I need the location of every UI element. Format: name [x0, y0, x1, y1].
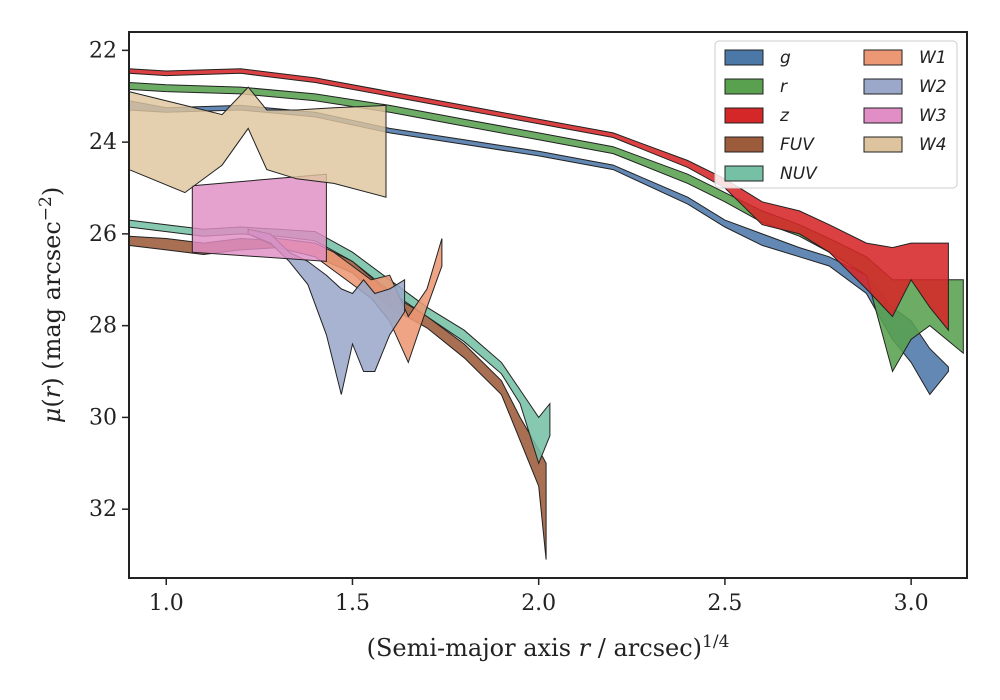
legend-label-g: g: [780, 48, 791, 68]
x-axis-ticks: 1.0 1.5 2.0 2.5 3.0: [149, 578, 929, 616]
legend-label-w2: W2: [919, 77, 947, 97]
y-tick-label: 26: [89, 222, 117, 247]
y-tick-label: 24: [89, 130, 117, 155]
legend-label-nuv: NUV: [780, 164, 818, 184]
legend-label-z: z: [779, 106, 790, 126]
legend-swatch-r: [724, 78, 764, 95]
legend-label-r: r: [780, 77, 788, 97]
y-tick-label: 22: [89, 38, 117, 63]
band-w2: [247, 228, 406, 395]
legend-swatch-nuv: [724, 165, 764, 182]
band-g: [128, 100, 949, 396]
legend-swatch-w2: [863, 78, 903, 95]
y-tick-label: 28: [89, 314, 117, 339]
chart-legend: grz FUV NUV W1 W2 W3 W4: [714, 40, 958, 189]
y-tick-label: 30: [89, 405, 117, 430]
x-tick-label: 2.5: [707, 591, 742, 616]
legend-swatch-g: [724, 49, 764, 66]
y-axis-ticks: 22 24 26 28 30 32: [89, 38, 129, 522]
x-tick-label: 1.5: [335, 591, 370, 616]
legend-label-w4: W4: [919, 135, 947, 155]
legend-swatch-w1: [863, 49, 903, 66]
band-w4: [128, 86, 387, 198]
legend-label-fuv: FUV: [780, 135, 815, 155]
legend-swatch-z: [724, 107, 764, 124]
x-tick-label: 3.0: [894, 591, 929, 616]
legend-label-w3: W3: [919, 106, 947, 126]
y-axis-label: μ(r) (mag arcsec−2): [36, 187, 66, 424]
legend-swatch-w4: [863, 136, 903, 153]
band-z: [128, 68, 949, 332]
x-tick-label: 2.0: [521, 591, 556, 616]
plot-area: [128, 68, 964, 560]
band-w3: [191, 173, 327, 262]
y-tick-label: 32: [89, 497, 117, 522]
x-tick-label: 1.0: [149, 591, 184, 616]
legend-swatch-w3: [863, 107, 903, 124]
x-axis-label: (Semi-major axis r / arcsec)1/4: [367, 632, 730, 662]
plot-frame: [128, 31, 968, 579]
legend-swatch-fuv: [724, 136, 764, 153]
legend-label-w1: W1: [919, 48, 947, 68]
